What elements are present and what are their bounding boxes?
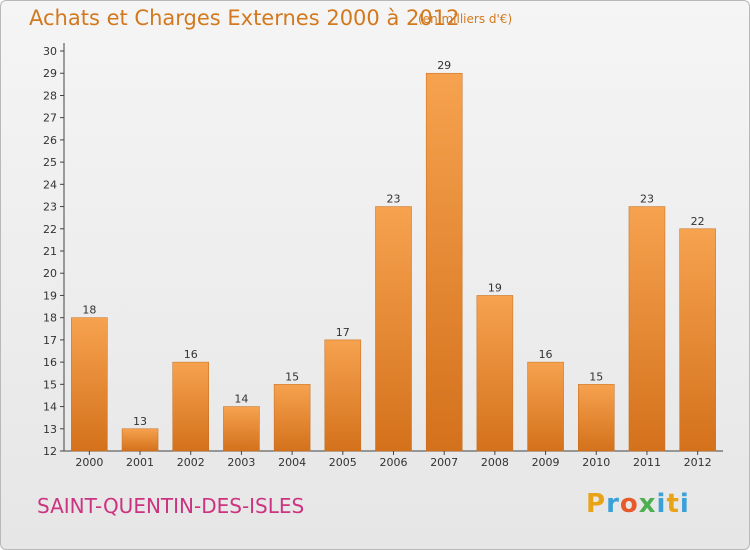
y-tick-label: 28 (43, 89, 57, 102)
bar (425, 72, 463, 452)
logo-letter: x (638, 489, 657, 519)
x-tick-label: 2001 (126, 456, 154, 469)
bar-value-label: 15 (285, 370, 299, 383)
x-tick-label: 2006 (380, 456, 408, 469)
x-tick-label: 2002 (177, 456, 205, 469)
x-tick-label: 2007 (430, 456, 458, 469)
bar-value-label: 23 (640, 193, 654, 206)
y-tick-label: 24 (43, 178, 57, 191)
y-tick-label: 14 (43, 401, 57, 414)
bar-value-label: 18 (82, 304, 96, 317)
bar (527, 361, 564, 452)
bar (172, 361, 209, 452)
x-tick-label: 2000 (75, 456, 103, 469)
y-tick-label: 22 (43, 223, 57, 236)
bar-value-label: 19 (488, 281, 502, 294)
x-tick-label: 2010 (582, 456, 610, 469)
y-tick-label: 23 (43, 201, 57, 214)
bar (375, 206, 412, 452)
y-tick-label: 21 (43, 245, 57, 258)
x-tick-label: 2009 (532, 456, 560, 469)
y-tick-label: 19 (43, 289, 57, 302)
bar (71, 317, 108, 452)
y-tick-label: 26 (43, 134, 57, 147)
x-tick-label: 2012 (684, 456, 712, 469)
y-tick-label: 25 (43, 156, 57, 169)
bar (273, 384, 311, 452)
x-tick-label: 2003 (227, 456, 255, 469)
y-tick-label: 17 (43, 334, 57, 347)
logo-letter: i (656, 489, 667, 519)
y-tick-label: 30 (43, 45, 57, 58)
y-tick-label: 16 (43, 356, 57, 369)
bar-value-label: 16 (539, 348, 553, 361)
bar (324, 339, 362, 452)
logo-letter: P (586, 489, 607, 519)
bar-value-label: 29 (437, 59, 451, 72)
proxiti-logo: Proxiti (586, 489, 690, 519)
y-tick-label: 12 (43, 445, 57, 458)
bar (223, 406, 260, 452)
y-tick-label: 15 (43, 378, 57, 391)
logo-letter: o (619, 489, 639, 519)
y-tick-label: 20 (43, 267, 57, 280)
logo-letter: r (606, 489, 620, 519)
x-tick-label: 2008 (481, 456, 509, 469)
y-tick-label: 27 (43, 112, 57, 125)
bar-value-label: 23 (387, 193, 401, 206)
bar-value-label: 13 (133, 415, 147, 428)
bar-value-label: 17 (336, 326, 350, 339)
logo-letter: i (679, 489, 690, 519)
bar-value-label: 16 (184, 348, 198, 361)
bar (578, 384, 615, 452)
chart-title: Achats et Charges Externes 2000 à 2012 (29, 6, 460, 30)
bar-value-label: 15 (589, 370, 603, 383)
x-tick-label: 2004 (278, 456, 306, 469)
bar (628, 206, 666, 452)
chart-unit-label: (en milliers d'€) (418, 12, 513, 26)
y-tick-label: 29 (43, 67, 57, 80)
x-tick-label: 2005 (329, 456, 357, 469)
town-name: SAINT-QUENTIN-DES-ISLES (37, 494, 305, 518)
y-tick-label: 18 (43, 312, 57, 325)
bar (121, 428, 159, 452)
bar-value-label: 14 (234, 393, 248, 406)
bar-value-label: 22 (691, 215, 705, 228)
bar (679, 228, 716, 452)
bar (476, 295, 514, 452)
logo-letter: t (666, 489, 680, 519)
x-tick-label: 2011 (633, 456, 661, 469)
y-tick-label: 13 (43, 423, 57, 436)
